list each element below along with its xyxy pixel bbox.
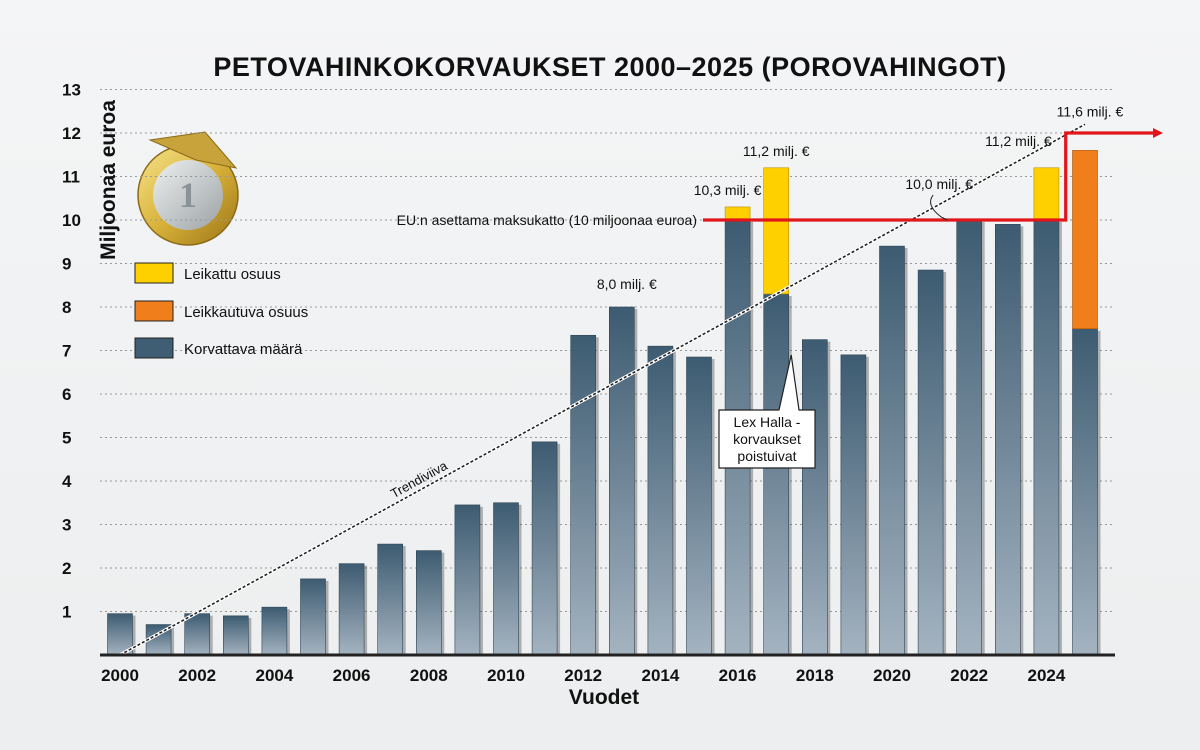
bar-korvattava-2021	[917, 269, 944, 656]
y-tick-label: 5	[62, 429, 71, 448]
value-label-2016: 10,3 milj. €	[694, 182, 762, 198]
y-tick-label: 2	[62, 559, 71, 578]
bar-korvattava-2023	[994, 224, 1021, 656]
bar-korvattava-2008	[415, 550, 442, 656]
value-label-2022: 10,0 milj. €	[905, 176, 973, 192]
y-tick-label: 10	[62, 211, 81, 230]
x-axis-label: Vuodet	[569, 686, 639, 709]
bar-korvattava-2015	[686, 356, 712, 656]
eu-cap-line: EU:n asettama maksukatto (10 miljoonaa e…	[397, 128, 1163, 228]
bar-korvattava-2006	[338, 563, 365, 656]
y-tick-label: 3	[62, 516, 71, 535]
bar-korvattava-2011	[531, 441, 558, 656]
bar-korvattava-2013	[608, 306, 635, 656]
legend-item-leikkautuva: Leikkautuva osuus	[134, 300, 308, 322]
bar-korvattava-2003	[223, 615, 249, 656]
bar-leikattu-2017	[763, 167, 790, 295]
x-tick-label: 2004	[255, 666, 293, 685]
y-tick-label: 9	[62, 255, 71, 274]
bar-korvattava-2012	[570, 334, 597, 656]
x-tick-label: 2008	[410, 666, 448, 685]
bar-korvattava-2004	[261, 606, 288, 656]
value-label-leader	[930, 194, 948, 221]
value-label-2013: 8,0 milj. €	[597, 276, 657, 292]
legend: Leikattu osuus Leikkautuva osuus Korvatt…	[134, 262, 308, 359]
callout-line: Lex Halla -	[734, 414, 801, 430]
bar-korvattava-2010	[493, 502, 519, 656]
legend-label: Leikkautuva osuus	[184, 304, 308, 321]
x-tick-label: 2024	[1027, 666, 1065, 685]
y-tick-label: 1	[62, 603, 71, 622]
bars	[107, 150, 1101, 656]
x-tick-label: 2020	[873, 666, 911, 685]
bar-korvattava-2005	[300, 578, 326, 656]
bar-korvattava-2025	[1072, 328, 1098, 656]
x-tick-label: 2022	[950, 666, 988, 685]
bar-korvattava-2002	[184, 613, 210, 656]
bar-korvattava-2009	[454, 504, 481, 656]
y-tick-label: 12	[62, 124, 81, 143]
trend-line-path	[119, 123, 1086, 656]
y-axis-label: Miljoonaa euroa	[97, 100, 120, 260]
x-tick-label: 2000	[101, 666, 139, 685]
lex-halla-callout: Lex Halla - korvaukset poistuivat	[718, 354, 816, 469]
y-tick-label: 7	[62, 342, 71, 361]
bar-korvattava-2017	[763, 293, 790, 656]
cap-line-path	[703, 128, 1163, 222]
bar-korvattava-2019	[840, 354, 867, 656]
legend-label: Korvattava määrä	[184, 341, 303, 358]
y-tick-label: 8	[62, 298, 71, 317]
euro-coin-icon: 1	[137, 131, 239, 246]
x-tick-label: 2002	[178, 666, 216, 685]
bar-korvattava-2007	[377, 543, 404, 656]
y-tick-label: 4	[62, 472, 72, 491]
chart-title: PETOVAHINKOKORVAUKSET 2000–2025 (POROVAH…	[213, 52, 1006, 82]
svg-text:1: 1	[179, 175, 197, 215]
x-tick-label: 2014	[641, 666, 679, 685]
y-tick-label: 11	[62, 168, 80, 187]
bar-leikkautuva-2025	[1072, 150, 1098, 330]
bar-korvattava-2024	[1033, 219, 1060, 656]
x-tick-label: 2012	[564, 666, 602, 685]
bar-korvattava-2000	[107, 613, 133, 656]
legend-item-korvattava: Korvattava määrä	[134, 337, 303, 359]
y-tick-label: 6	[62, 385, 71, 404]
x-tick-label: 2010	[487, 666, 525, 685]
callout-line: poistuivat	[737, 448, 796, 464]
cap-label: EU:n asettama maksukatto (10 miljoonaa e…	[397, 212, 697, 228]
callout-line: korvaukset	[733, 431, 801, 447]
legend-label: Leikattu osuus	[184, 266, 281, 283]
bar-korvattava-2018	[801, 339, 828, 656]
y-tick-label: 13	[62, 81, 81, 100]
legend-item-leikattu: Leikattu osuus	[134, 262, 281, 284]
bar-korvattava-2014	[647, 345, 674, 656]
bar-korvattava-2022	[956, 219, 983, 656]
x-axis-ticks: 2000 2002 2004 2006 2008 2010 2012 2014 2016 2018…	[101, 666, 1066, 685]
x-tick-label: 2006	[333, 666, 371, 685]
bar-korvattava-2020	[879, 245, 905, 656]
data-labels: 8,0 milj. € 10,3 milj. € 11,2 milj. € 10,0 …	[597, 103, 1124, 292]
value-label-2024: 11,2 milj. €	[985, 133, 1052, 149]
bar-leikattu-2024	[1033, 167, 1060, 221]
value-label-2025: 11,6 milj. €	[1057, 103, 1124, 119]
bar-leikattu-2016	[724, 206, 751, 221]
value-label-2017: 11,2 milj. €	[743, 143, 810, 159]
x-tick-label: 2016	[719, 666, 757, 685]
x-tick-label: 2018	[796, 666, 834, 685]
